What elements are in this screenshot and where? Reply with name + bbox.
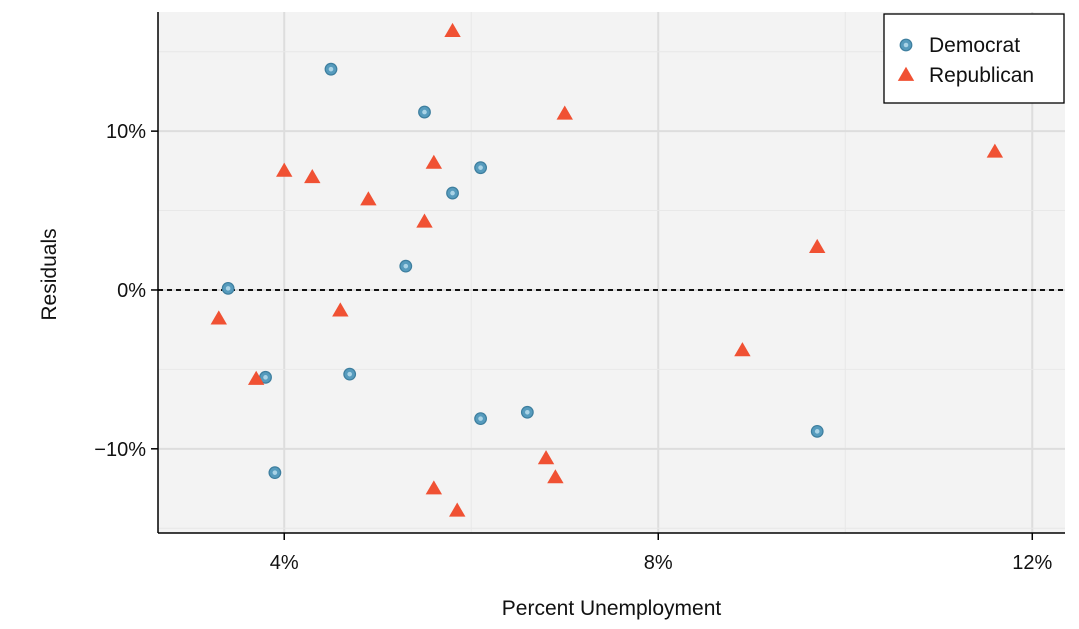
x-axis-title: Percent Unemployment [502, 597, 722, 620]
democrat-marker-inner [263, 375, 268, 380]
legend-label-democrat: Democrat [929, 34, 1020, 57]
democrat-point [343, 367, 357, 381]
republican-point [360, 191, 377, 206]
democrat-marker-inner [272, 470, 278, 475]
republican-point [332, 302, 349, 317]
x-tick-label: 4% [270, 552, 299, 574]
republican-point [556, 105, 573, 120]
democrat-point [399, 259, 413, 273]
democrat-marker-inner [478, 165, 483, 170]
democrat-marker-inner [525, 409, 530, 415]
y-axis-title: Residuals [38, 228, 61, 320]
democrat-marker-inner [347, 371, 352, 377]
legend-circle [899, 38, 913, 52]
republican-point [210, 310, 227, 325]
democrat-point [221, 281, 235, 295]
republican-point [734, 342, 751, 357]
democrat-point [268, 466, 282, 480]
democrat-point [446, 186, 459, 200]
y-tick-label: 0% [117, 280, 146, 302]
republican-point [809, 238, 826, 253]
tick-labels: 4% 8% 12% −10% 0% 10% [94, 121, 1052, 574]
republican-point [547, 469, 564, 484]
democrat-marker-inner [225, 286, 231, 291]
republican-point [304, 168, 321, 184]
legend-marker-republican [897, 66, 915, 81]
democrat-marker-inner [450, 190, 455, 196]
democrat-point [474, 412, 487, 426]
democrat-point [810, 424, 824, 438]
republican-point [537, 450, 555, 465]
y-tick-label: −10% [94, 439, 146, 461]
republican-point [416, 213, 433, 228]
republican-point [449, 502, 466, 517]
republican-point [247, 370, 265, 385]
legend: Democrat Republican [883, 13, 1065, 104]
legend-box [883, 13, 1065, 104]
y-tick-label: 10% [106, 121, 146, 143]
republican-point [444, 22, 461, 37]
x-tick-label: 8% [644, 552, 673, 574]
democrat-marker-inner [422, 109, 427, 115]
democrat-marker-inner [328, 66, 334, 72]
legend-marker-democrat [899, 38, 913, 52]
data-points [210, 22, 1004, 517]
grid-lines [158, 12, 1065, 533]
democrat-point [474, 161, 487, 175]
democrat-marker-inner [478, 416, 483, 421]
legend-triangle [897, 66, 915, 81]
democrat-point [324, 62, 338, 76]
democrat-point [520, 405, 534, 419]
axes [151, 12, 1065, 540]
democrat-point [418, 105, 431, 119]
republican-point [425, 480, 443, 495]
democrat-marker-inner [903, 42, 909, 48]
democrat-marker-inner [814, 429, 820, 434]
republican-point [425, 154, 443, 169]
x-tick-label: 12% [1012, 552, 1052, 574]
democrat-marker-inner [403, 263, 409, 269]
republican-point [276, 162, 293, 177]
republican-point [986, 143, 1004, 158]
legend-label-republican: Republican [929, 64, 1034, 87]
